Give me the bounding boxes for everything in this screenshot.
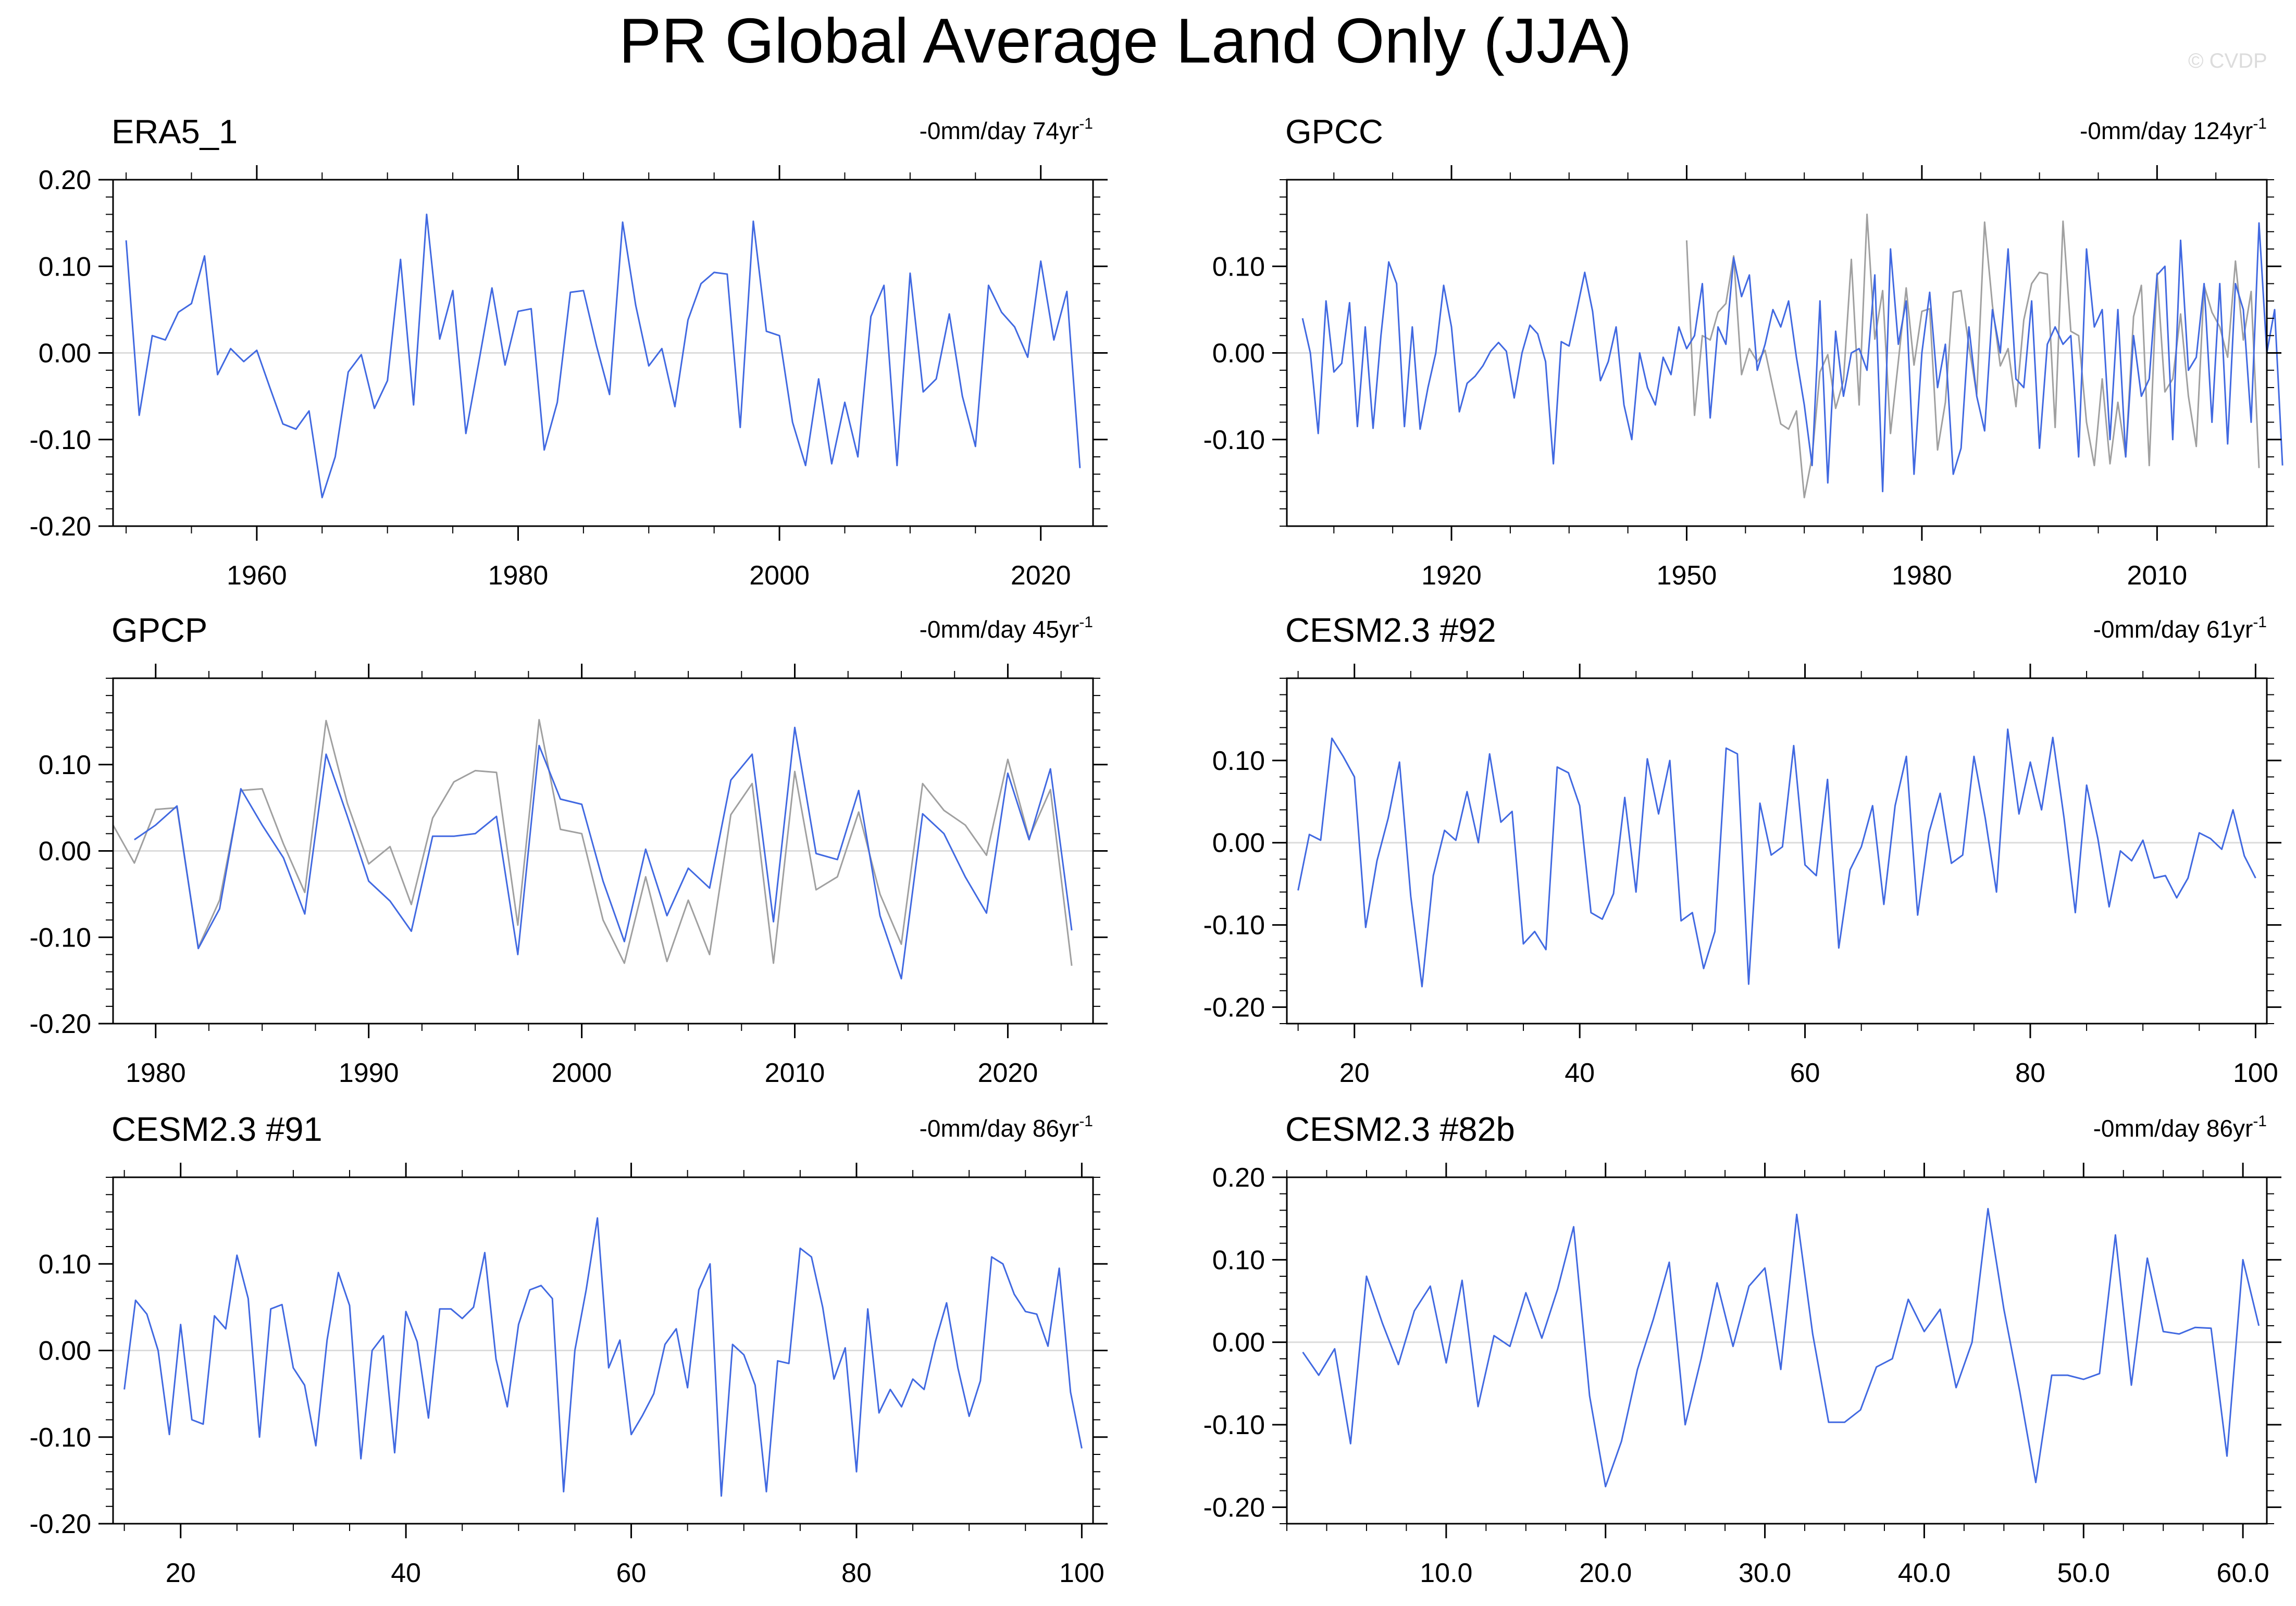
chart-panel: -0.20 -0.10 0.00 0.10 20 40 60 80 100 CESM2.3 #92… [1203,611,2281,1088]
x-tick-label: 100 [1059,1558,1104,1588]
y-tick-label: 0.00 [39,837,91,867]
y-tick-label: 0.00 [1212,828,1265,858]
trend-label-exponent: -1 [1079,1113,1093,1130]
trend-label-value: -0mm/day 61yr [2093,616,2253,643]
y-tick-label: -0.10 [1203,911,1265,941]
series-line [123,1217,1083,1497]
x-tick-label: 40 [1565,1058,1595,1088]
trend-label-value: -0mm/day 124yr [2080,117,2253,144]
x-tick-label: 1990 [339,1058,399,1088]
y-tick-label: -0.10 [29,923,91,953]
x-tick-label: 20.0 [1579,1558,1632,1588]
series-line [1297,728,2256,988]
trend-label-exponent: -1 [2253,115,2267,132]
y-tick-label: 0.20 [1212,1163,1265,1193]
trend-label-value: -0mm/day 86yr [920,1115,1079,1142]
trend-label-exponent: -1 [2253,614,2267,631]
y-tick-label: 0.10 [1212,1245,1265,1275]
y-tick-label: 0.20 [39,165,91,195]
x-tick-label: 1980 [126,1058,186,1088]
y-tick-label: -0.10 [1203,425,1265,455]
x-tick-label: 1920 [1421,561,1482,591]
series-line [1685,214,2260,499]
trend-label: -0mm/day 45yr-1 [920,614,1093,643]
chart-panel: -0.20 -0.10 0.00 0.10 0.20 10.0 20.0 30.0 40.0 50… [1203,1110,2281,1588]
panel-title: CESM2.3 #82b [1285,1110,1515,1148]
y-tick-label: -0.20 [29,1509,91,1539]
series-line [134,727,1073,980]
x-tick-label: 2000 [749,561,810,591]
panel-title: ERA5_1 [111,113,238,151]
series-line [1301,222,2283,492]
trend-label-exponent: -1 [1079,614,1093,631]
trend-label: -0mm/day 124yr-1 [2080,115,2267,144]
y-tick-label: 0.10 [39,1249,91,1279]
panel-title: CESM2.3 #92 [1285,611,1496,649]
y-tick-label: 0.10 [1212,252,1265,282]
x-tick-label: 30.0 [1739,1558,1791,1588]
y-tick-label: 0.00 [1212,1328,1265,1358]
panel-title: CESM2.3 #91 [111,1110,322,1148]
x-tick-label: 20 [166,1558,196,1588]
y-tick-label: -0.10 [29,1423,91,1453]
series-line [112,719,1073,966]
chart-panel: -0.20 -0.10 0.00 0.10 0.20 1960 1980 2000 2020 ER… [29,113,1108,591]
trend-label-value: -0mm/day 86yr [2093,1115,2253,1142]
figure-title: PR Global Average Land Only (JJA) [619,5,1632,76]
x-tick-label: 60 [1790,1058,1820,1088]
y-tick-label: 0.10 [39,750,91,780]
trend-label: -0mm/day 74yr-1 [920,115,1093,144]
x-tick-label: 1980 [488,561,549,591]
trend-label: -0mm/day 86yr-1 [920,1113,1093,1142]
chart-panel: -0.20 -0.10 0.00 0.10 20 40 60 80 100 CESM2.3 #91… [29,1110,1108,1588]
y-tick-label: -0.20 [29,512,91,542]
x-tick-label: 2010 [765,1058,825,1088]
x-tick-label: 60.0 [2217,1558,2269,1588]
x-tick-label: 2020 [978,1058,1038,1088]
trend-label-value: -0mm/day 74yr [920,117,1079,144]
y-tick-label: 0.00 [39,339,91,369]
x-tick-label: 2010 [2127,561,2187,591]
x-tick-label: 40 [391,1558,421,1588]
x-tick-label: 1980 [1892,561,1952,591]
y-tick-label: -0.20 [1203,1492,1265,1523]
x-tick-label: 60 [616,1558,647,1588]
cvdp-watermark: © CVDP [2188,49,2267,72]
x-tick-label: 1950 [1657,561,1717,591]
plot-frame [1286,677,2268,1025]
y-tick-label: 0.00 [39,1336,91,1366]
trend-label-exponent: -1 [1079,115,1093,132]
chart-panel: -0.20 -0.10 0.00 0.10 1980 1990 2000 2010 2020 GP… [29,611,1108,1088]
series-line [125,214,1081,499]
x-tick-label: 80 [2015,1058,2045,1088]
x-tick-label: 40.0 [1898,1558,1951,1588]
chart-panel: -0.10 0.00 0.10 1920 1950 1980 2010 GPCC -0mm/da… [1203,113,2283,591]
y-tick-label: -0.20 [29,1009,91,1039]
y-tick-label: -0.20 [1203,992,1265,1023]
trend-label: -0mm/day 86yr-1 [2093,1113,2267,1142]
trend-label-value: -0mm/day 45yr [920,616,1079,643]
trend-label: -0mm/day 61yr-1 [2093,614,2267,643]
y-tick-label: 0.10 [1212,746,1265,776]
y-tick-label: -0.10 [1203,1410,1265,1440]
x-tick-label: 2020 [1011,561,1071,591]
x-tick-label: 2000 [552,1058,612,1088]
x-tick-label: 80 [841,1558,872,1588]
y-tick-label: 0.10 [39,252,91,282]
trend-label-exponent: -1 [2253,1113,2267,1130]
x-tick-label: 10.0 [1420,1558,1472,1588]
y-tick-label: -0.10 [29,425,91,455]
x-tick-label: 50.0 [2057,1558,2110,1588]
x-tick-label: 20 [1339,1058,1370,1088]
panel-title: GPCP [111,611,207,649]
x-tick-label: 1960 [227,561,287,591]
plot-frame [1286,1176,2268,1525]
panel-title: GPCC [1285,113,1383,151]
x-tick-label: 100 [2233,1058,2278,1088]
y-tick-label: 0.00 [1212,339,1265,369]
series-line [1302,1207,2260,1488]
